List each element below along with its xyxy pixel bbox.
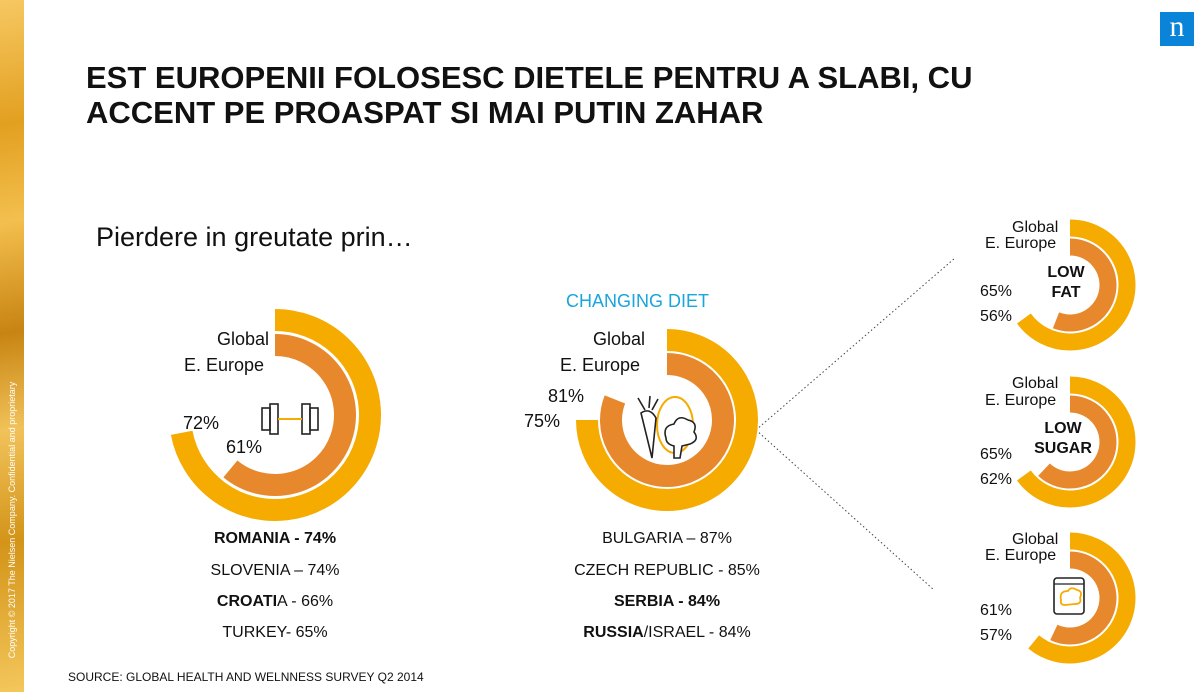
connector-line-bottom: [755, 429, 935, 591]
chart-2-country-4: RUSSIA/ISRAEL - 84%: [583, 624, 751, 641]
chart-2-country-3: SERBIA - 84%: [613, 593, 721, 610]
chart-2-legend-e-europe: E. Europe: [560, 355, 641, 375]
chart-4-inner-label-line2: SUGAR: [1034, 440, 1092, 457]
radial-charts-group: [170, 219, 1136, 664]
chart-5-ring-global: [1028, 532, 1136, 664]
chart-4-legend-e-europe: E. Europe: [985, 392, 1057, 409]
chart-4-inner-label: LOW SUGAR: [1028, 419, 1098, 459]
chart-4-ring-e-europe: [1038, 395, 1117, 489]
chart-2-ring-e-europe: [600, 353, 734, 487]
chart-2-country-2: CZECH REPUBLIC - 85%: [574, 562, 760, 579]
chart-1-country-1: ROMANIA - 74%: [213, 530, 337, 547]
chart-4-ring-global: [1017, 376, 1136, 508]
chart-3-global-value: 65%: [980, 283, 1013, 300]
chart-3-legend-e-europe: E. Europe: [985, 235, 1057, 252]
decorative-side-band: [0, 0, 24, 692]
chart-2-global-value: 75%: [524, 411, 561, 431]
chart-5-legend-e-europe: E. Europe: [985, 547, 1057, 564]
chart-2-e-europe-value: 81%: [548, 386, 585, 406]
chart-4-e-europe-value: 62%: [980, 471, 1013, 488]
chart-5-ring-e-europe: [1050, 551, 1117, 645]
chart-3-inner-label: LOW FAT: [1031, 263, 1101, 303]
dumbbell-icon: [261, 403, 319, 435]
chart-5-e-europe-value: 57%: [980, 627, 1013, 644]
chart-5-legend-global: Global: [1012, 531, 1059, 548]
chart-3-ring-e-europe: [1052, 238, 1117, 332]
chart-3-inner-label-line1: LOW: [1047, 264, 1085, 281]
chart-4-legend-global: Global: [1012, 375, 1059, 392]
chart-1-country-4: TURKEY- 65%: [222, 624, 328, 641]
chart-1-ring-global: [170, 309, 381, 521]
chart-2-title: CHANGING DIET: [566, 291, 710, 311]
chart-3-legend-global: Global: [1012, 219, 1059, 236]
nielsen-logo-icon: n: [1160, 12, 1194, 46]
source-note: SOURCE: GLOBAL HEALTH AND WELNNESS SURVE…: [68, 670, 424, 684]
chart-3-inner-label-line2: FAT: [1051, 284, 1081, 301]
chart-2-legend-global: Global: [593, 329, 646, 349]
chart-4-global-value: 65%: [980, 446, 1013, 463]
subtitle: Pierdere in greutate prin…: [96, 222, 413, 252]
chart-3-e-europe-value: 56%: [980, 308, 1013, 325]
chart-1-global-value: 72%: [183, 413, 220, 433]
chart-3-ring-global: [1017, 219, 1136, 351]
chart-2-country-1: BULGARIA – 87%: [602, 530, 732, 547]
chart-4-inner-label-line1: LOW: [1044, 420, 1082, 437]
snack-bag-icon: [1053, 577, 1085, 615]
chart-1-legend-e-europe: E. Europe: [184, 355, 265, 375]
chart-1-country-2: SLOVENIA – 74%: [210, 562, 340, 579]
chart-1-e-europe-value: 61%: [226, 437, 263, 457]
chart-1-country-3: CROATIA - 66%: [216, 593, 334, 610]
connector-line-top: [755, 257, 956, 431]
page-title: EST EUROPENII FOLOSESC DIETELE PENTRU A …: [86, 60, 973, 130]
chart-1-ring-e-europe: [223, 334, 356, 496]
chart-1-legend-global: Global: [217, 329, 270, 349]
vegetables-icon: [637, 395, 698, 459]
chart-2-ring-global: [576, 329, 758, 511]
chart-5-global-value: 61%: [980, 602, 1013, 619]
